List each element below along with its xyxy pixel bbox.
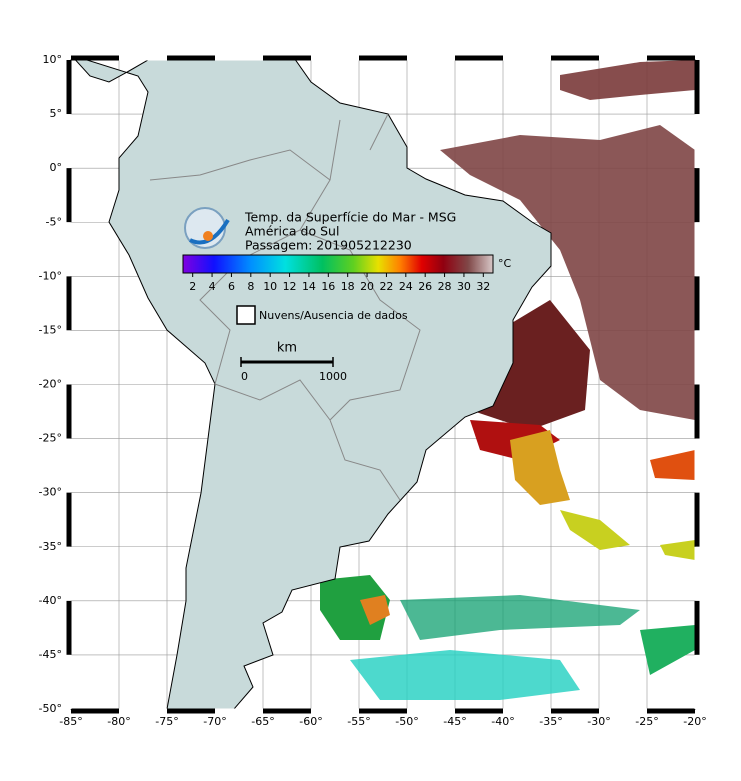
colorbar-tick-label: 8 [247, 280, 254, 293]
lat-tick-label: 10° [43, 53, 63, 66]
sst-north [560, 60, 695, 100]
lat-tick-label: -10° [39, 269, 62, 282]
lon-tick-label: -80° [107, 715, 130, 728]
lat-tick-label: -20° [39, 378, 62, 391]
lat-tick-label: -15° [39, 323, 62, 336]
lon-tick-label: -85° [59, 715, 82, 728]
lat-tick-label: -30° [39, 486, 62, 499]
lat-tick-label: -45° [39, 648, 62, 661]
colorbar-tick-label: 28 [438, 280, 452, 293]
colorbar-tick-label: 32 [476, 280, 490, 293]
sst-south-cyan [350, 650, 580, 700]
colorbar-tick-label: 30 [457, 280, 471, 293]
legend-swatch [236, 305, 256, 325]
sst-east [440, 125, 695, 420]
colorbar-unit: °C [498, 257, 512, 270]
colorbar-tick-label: 20 [360, 280, 374, 293]
sst-south-band [400, 595, 640, 640]
colorbar-tick-label: 24 [399, 280, 413, 293]
title: Temp. da Superfície do Mar - MSG [244, 210, 456, 225]
colorbar-tick-label: 14 [302, 280, 316, 293]
colorbar-tick-label: 16 [321, 280, 335, 293]
sst-front [510, 430, 570, 505]
lon-tick-label: -40° [491, 715, 514, 728]
lon-tick-label: -45° [443, 715, 466, 728]
sst-yellow [560, 510, 695, 560]
pass-time: Passagem: 201905212230 [245, 238, 412, 253]
map-body [71, 60, 695, 709]
lon-tick-label: -55° [347, 715, 370, 728]
lon-tick-label: -50° [395, 715, 418, 728]
logo [184, 207, 230, 249]
scale-tick-label: 0 [241, 370, 248, 383]
colorbar-tick-label: 12 [283, 280, 297, 293]
lat-tick-label: -50° [39, 702, 62, 715]
borders [149, 113, 421, 501]
lon-tick-label: -30° [587, 715, 610, 728]
colorbar-tick-label: 4 [209, 280, 216, 293]
lat-tick-label: -25° [39, 432, 62, 445]
sst-south-orange [360, 595, 390, 625]
colorbar-tick-label: 2 [189, 280, 196, 293]
lon-tick-label: -25° [635, 715, 658, 728]
colorbar-tick-label: 18 [341, 280, 355, 293]
lon-tick-label: -60° [299, 715, 322, 728]
lat-tick-label: -35° [39, 540, 62, 553]
lon-tick-label: -70° [203, 715, 226, 728]
lon-tick-label: -65° [251, 715, 274, 728]
sst-east-warm [650, 450, 695, 480]
lon-tick-label: -75° [155, 715, 178, 728]
sst-se [640, 625, 695, 675]
scale-tick-label: 1000 [319, 370, 347, 383]
colorbar [182, 254, 494, 274]
lon-tick-label: -20° [683, 715, 706, 728]
legend-label: Nuvens/Ausencia de dados [259, 309, 408, 322]
lon-tick-label: -35° [539, 715, 562, 728]
scale-unit: km [277, 341, 297, 356]
colorbar-tick-label: 6 [228, 280, 235, 293]
lat-tick-label: -5° [46, 215, 62, 228]
lat-tick-label: 0° [50, 161, 63, 174]
colorbar-tick-label: 10 [263, 280, 277, 293]
lat-tick-label: -40° [39, 594, 62, 607]
lat-tick-label: 5° [50, 107, 63, 120]
colorbar-tick-label: 22 [379, 280, 393, 293]
subtitle: América do Sul [245, 224, 339, 239]
colorbar-tick-label: 26 [418, 280, 432, 293]
